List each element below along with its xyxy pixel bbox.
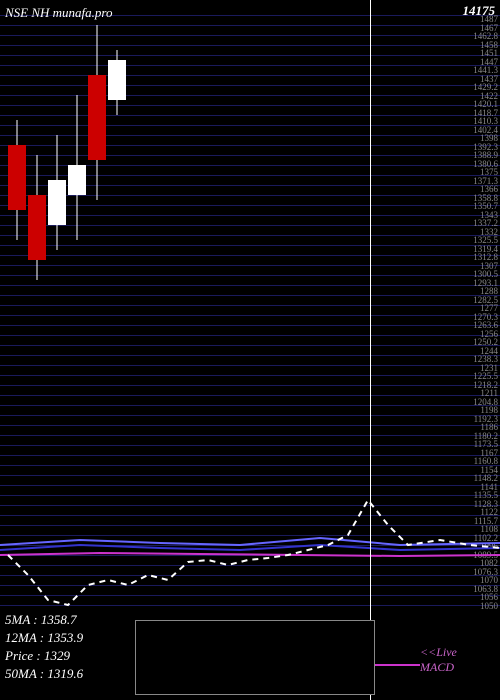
candlesticks xyxy=(0,0,500,700)
cursor-line xyxy=(370,0,371,700)
stock-chart: 148714671462.81458145114471441.314371429… xyxy=(0,0,500,700)
ma12-label: 12MA : 1353.9 xyxy=(5,630,83,646)
chart-title: NSE NH munafa.pro xyxy=(5,5,113,21)
macd-label: MACD xyxy=(420,660,454,675)
ma5-label: 5MA : 1358.7 xyxy=(5,612,77,628)
price-label: Price : 1329 xyxy=(5,648,70,664)
ma50-label: 50MA : 1319.6 xyxy=(5,666,83,682)
live-label: <<Live xyxy=(420,645,457,660)
indicator-box xyxy=(135,620,375,695)
